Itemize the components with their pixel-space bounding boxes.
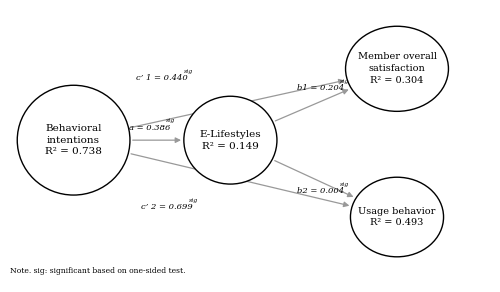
Text: sig: sig <box>166 119 175 124</box>
Text: sig: sig <box>189 198 198 203</box>
Text: b2 = 0.004: b2 = 0.004 <box>298 187 344 195</box>
Text: Note. sig: significant based on one-sided test.: Note. sig: significant based on one-side… <box>10 267 186 275</box>
Text: c’ 2 = 0.699: c’ 2 = 0.699 <box>141 204 193 211</box>
Text: sig: sig <box>340 182 349 187</box>
Text: E-Lifestyles
R² = 0.149: E-Lifestyles R² = 0.149 <box>200 130 261 151</box>
Text: b1 = 0.204: b1 = 0.204 <box>298 84 344 92</box>
Text: Usage behavior
R² = 0.493: Usage behavior R² = 0.493 <box>358 207 436 227</box>
Ellipse shape <box>350 177 444 257</box>
Text: c’ 1 = 0.440: c’ 1 = 0.440 <box>136 74 188 82</box>
Text: sig: sig <box>184 69 194 74</box>
Ellipse shape <box>346 26 449 111</box>
Text: Member overall
satisfaction
R² = 0.304: Member overall satisfaction R² = 0.304 <box>358 53 436 85</box>
Ellipse shape <box>184 96 277 184</box>
Text: sig: sig <box>340 79 349 84</box>
Ellipse shape <box>18 85 130 195</box>
Text: Behavioral
intentions
R² = 0.738: Behavioral intentions R² = 0.738 <box>45 124 102 157</box>
Text: a = 0.386: a = 0.386 <box>129 124 170 132</box>
